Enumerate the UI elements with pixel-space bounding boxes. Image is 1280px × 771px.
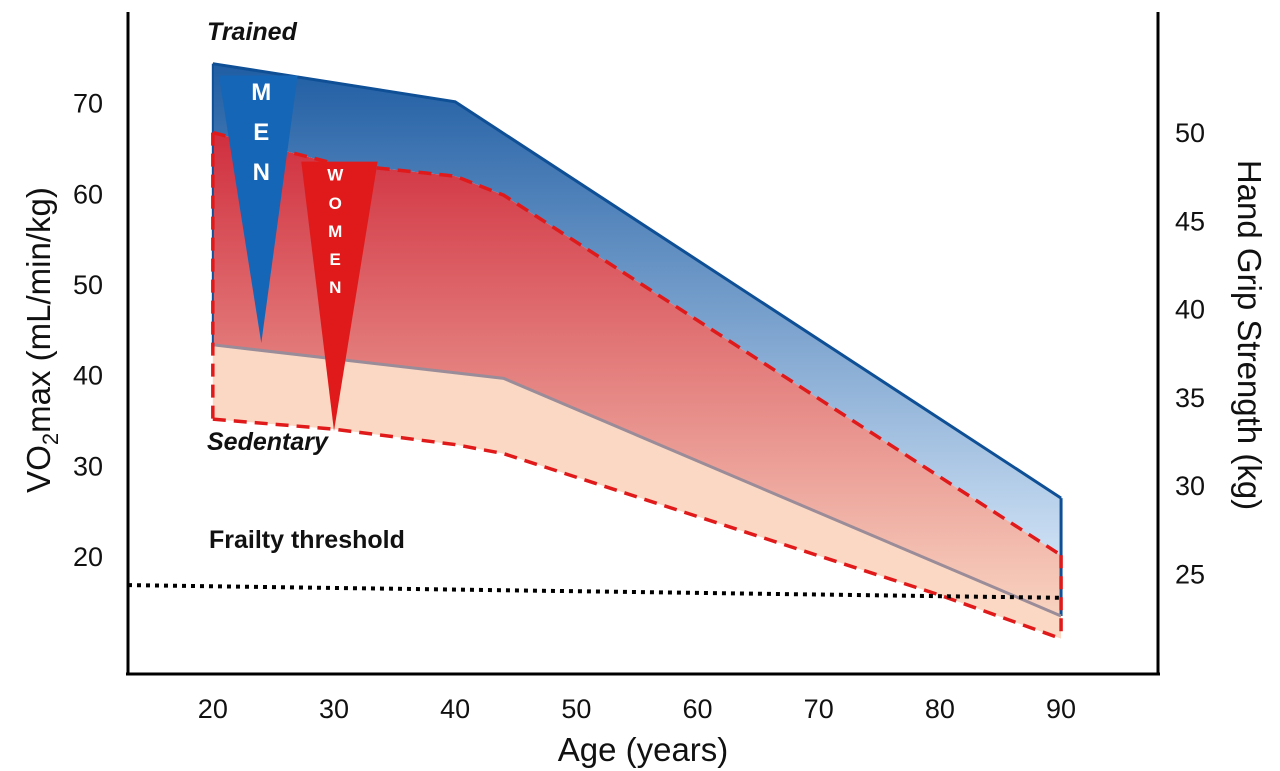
y-right-axis-title: Hand Grip Strength (kg) bbox=[1231, 160, 1268, 510]
y-left-title-rest: max (mL/min/kg) bbox=[20, 187, 57, 433]
y-left-tick-label: 50 bbox=[73, 270, 103, 300]
y-right-tick-label: 35 bbox=[1175, 383, 1205, 413]
women-letter: N bbox=[329, 278, 341, 297]
trained-label: Trained bbox=[207, 18, 298, 46]
men-letter: E bbox=[253, 119, 269, 146]
y-left-title-base: VO bbox=[20, 445, 57, 493]
men-letter: M bbox=[251, 79, 271, 106]
x-tick-label: 90 bbox=[1046, 694, 1076, 724]
men-trained-band bbox=[212, 63, 1062, 556]
y-right-tick-label: 40 bbox=[1175, 295, 1205, 325]
y-left-tick-label: 60 bbox=[73, 179, 103, 209]
x-tick-label: 20 bbox=[198, 694, 228, 724]
men-triangle bbox=[218, 75, 298, 343]
x-tick-label: 60 bbox=[683, 694, 713, 724]
women-triangle bbox=[301, 161, 378, 431]
x-tick-label: 50 bbox=[561, 694, 591, 724]
men-sedentary-line bbox=[212, 343, 1062, 618]
x-tick-label: 70 bbox=[804, 694, 834, 724]
x-tick-label: 80 bbox=[925, 694, 955, 724]
women-letter: W bbox=[327, 166, 344, 185]
x-axis-title: Age (years) bbox=[558, 731, 729, 768]
y-left-title-sub: 2 bbox=[38, 433, 63, 445]
y-right-tick-label: 50 bbox=[1175, 118, 1205, 148]
women-letter: E bbox=[330, 250, 341, 269]
women-trained-band bbox=[212, 132, 1062, 616]
y-left-tick-label: 70 bbox=[73, 89, 103, 119]
frailty-threshold-label: Frailty threshold bbox=[209, 526, 405, 554]
sedentary-label: Sedentary bbox=[207, 428, 329, 456]
y-left-tick-label: 20 bbox=[73, 542, 103, 572]
men-letter: N bbox=[253, 159, 270, 186]
y-right-tick-label: 45 bbox=[1175, 206, 1205, 236]
y-left-tick-label: 30 bbox=[73, 451, 103, 481]
x-tick-label: 40 bbox=[440, 694, 470, 724]
women-letter: O bbox=[329, 194, 342, 213]
y-right-tick-label: 25 bbox=[1175, 559, 1205, 589]
y-right-tick-label: 30 bbox=[1175, 471, 1205, 501]
y-left-axis-title: VO2max (mL/min/kg) bbox=[20, 187, 63, 493]
women-letter: M bbox=[328, 222, 342, 241]
frailty-threshold-line bbox=[127, 583, 1062, 600]
y-left-tick-label: 40 bbox=[73, 361, 103, 391]
x-tick-label: 30 bbox=[319, 694, 349, 724]
